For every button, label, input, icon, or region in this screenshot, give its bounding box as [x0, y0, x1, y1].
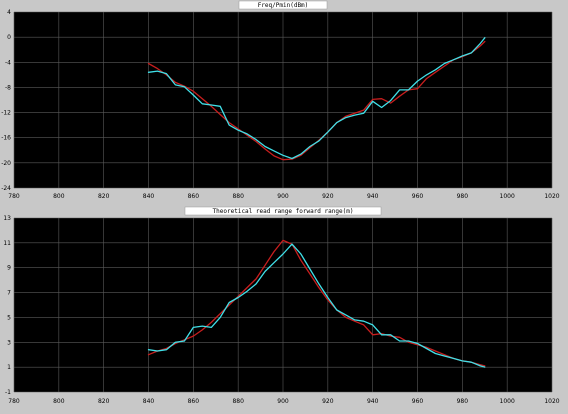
y-tick-label: -20 — [1, 160, 11, 167]
x-tick-label: 1000 — [500, 398, 515, 405]
x-tick-label: 960 — [412, 398, 424, 405]
x-tick-label: 940 — [367, 193, 379, 200]
x-tick-label: 840 — [143, 193, 155, 200]
x-tick-label: 780 — [8, 193, 20, 200]
x-tick-label: 980 — [457, 193, 469, 200]
y-tick-label: 11 — [3, 240, 11, 247]
y-tick-label: -24 — [1, 185, 11, 192]
chart-panel-read-range: Theoretical read range forward range(m) 7… — [0, 205, 568, 414]
y-tick-label: -12 — [1, 110, 11, 117]
x-tick-label: 940 — [367, 398, 379, 405]
x-tick-label: 800 — [53, 398, 65, 405]
x-tick-label: 1020 — [544, 398, 559, 405]
x-tick-label: 900 — [277, 398, 289, 405]
y-tick-label: 0 — [7, 34, 11, 41]
chart-panel-pmin: Freq/Pmin(dBm) 780 800 820 840 860 880 900 920 94… — [0, 0, 568, 205]
x-tick-label: 920 — [322, 193, 334, 200]
x-tick-label: 1000 — [500, 193, 515, 200]
y-tick-label: -16 — [1, 135, 11, 142]
y-tick-label: 4 — [7, 9, 11, 16]
x-tick-label: 1020 — [544, 193, 559, 200]
x-tick-label: 880 — [232, 398, 244, 405]
x-tick-label: 900 — [277, 193, 289, 200]
x-tick-label: 840 — [143, 398, 155, 405]
x-tick-label: 880 — [232, 193, 244, 200]
y-tick-label: 13 — [3, 215, 11, 222]
read-range-chart: Theoretical read range forward range(m) 7… — [3, 206, 560, 405]
chart-title: Freq/Pmin(dBm) — [258, 2, 309, 9]
x-tick-label: 860 — [188, 193, 200, 200]
x-tick-label: 820 — [98, 193, 110, 200]
x-tick-label: 980 — [457, 398, 469, 405]
y-tick-label: 9 — [7, 265, 11, 272]
series-line-2 — [147, 37, 486, 160]
y-tick-label: 3 — [7, 339, 11, 346]
x-tick-label: 920 — [322, 398, 334, 405]
x-tick-label: 780 — [8, 398, 20, 405]
y-tick-label: -8 — [5, 84, 11, 91]
y-tick-label: 7 — [7, 290, 11, 297]
x-tick-label: 960 — [412, 193, 424, 200]
x-tick-label: 860 — [188, 398, 200, 405]
chart-title: Theoretical read range forward range(m) — [213, 208, 354, 215]
series-line-1 — [147, 239, 486, 367]
x-tick-label: 800 — [53, 193, 65, 200]
y-tick-label: 5 — [7, 314, 11, 321]
x-tick-label: 820 — [98, 398, 110, 405]
chart-title-box — [184, 206, 382, 216]
pmin-chart: Freq/Pmin(dBm) 780 800 820 840 860 880 900 920 94… — [1, 0, 560, 200]
y-tick-label: -1 — [5, 389, 11, 396]
series-line-2 — [147, 243, 486, 368]
chart-title-box — [238, 0, 328, 10]
y-tick-label: -4 — [5, 59, 11, 66]
y-tick-label: 1 — [7, 364, 11, 371]
